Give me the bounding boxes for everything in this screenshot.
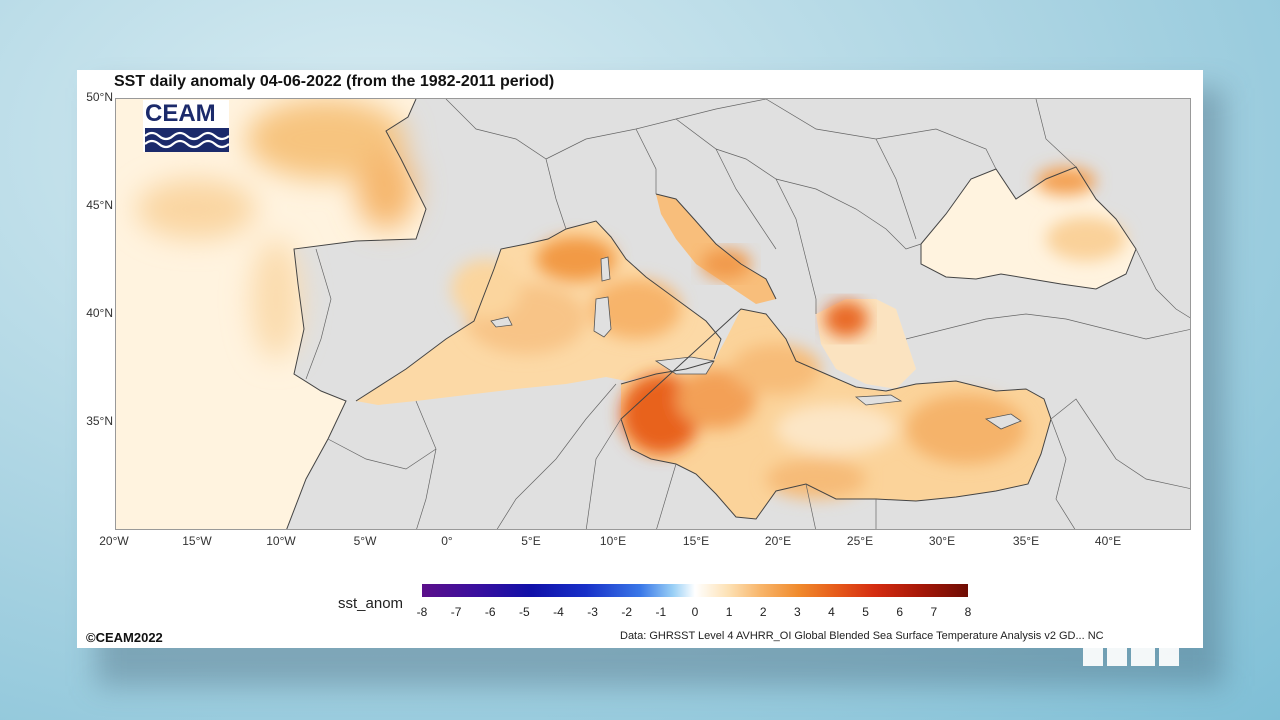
colorbar: [422, 584, 968, 597]
lat-label-50n: 50°N: [86, 90, 113, 104]
map-figure: SST daily anomaly 04-06-2022 (from the 1…: [77, 70, 1203, 648]
lon-label-20w: 20°W: [99, 534, 129, 548]
lon-label-10e: 10°E: [599, 534, 627, 548]
lon-label-15e: 15°E: [682, 534, 710, 548]
map-svg: [116, 99, 1190, 529]
colorbar-tick-label: -8: [416, 605, 428, 619]
colorbar-tick-label: 4: [828, 605, 835, 619]
sst-anomaly-map: [115, 98, 1191, 530]
lon-label-0: 0°: [441, 534, 453, 548]
colorbar-tick-label: -7: [450, 605, 462, 619]
map-title: SST daily anomaly 04-06-2022 (from the 1…: [114, 73, 555, 90]
lon-label-25e: 25°E: [846, 534, 874, 548]
sardinia: [593, 296, 612, 338]
balearics: [490, 316, 513, 328]
wave-icon: [145, 128, 229, 152]
colorbar-tick-label: -3: [587, 605, 598, 619]
lon-label-35e: 35°E: [1012, 534, 1040, 548]
lon-label-30e: 30°E: [928, 534, 956, 548]
lon-label-20e: 20°E: [764, 534, 792, 548]
lat-label-40n: 40°N: [86, 306, 113, 320]
ceam-logo: CEAM: [143, 100, 229, 152]
colorbar-tick-label: -2: [621, 605, 633, 619]
broadcaster-watermark: [1083, 610, 1201, 666]
colorbar-tick-label: -4: [553, 605, 564, 619]
data-source-text: Data: GHRSST Level 4 AVHRR_OI Global Ble…: [620, 630, 1104, 642]
colorbar-tick-label: 3: [794, 605, 801, 619]
lon-label-15w: 15°W: [182, 534, 212, 548]
colorbar-tick-label: 0: [691, 605, 699, 619]
lat-label-35n: 35°N: [86, 414, 113, 428]
colorbar-tick-label: 8: [964, 605, 972, 619]
lon-label-10w: 10°W: [266, 534, 296, 548]
cyprus: [984, 413, 1022, 430]
colorbar-tick-label: 7: [930, 605, 938, 619]
corsica: [600, 256, 611, 282]
colorbar-tick-label: -6: [484, 605, 496, 619]
colorbar-tick-label: 6: [896, 605, 904, 619]
colorbar-tick-label: -1: [655, 605, 667, 619]
colorbar-tick-label: -5: [519, 605, 530, 619]
lon-label-5e: 5°E: [521, 534, 541, 548]
ceam-logo-text: CEAM: [145, 100, 216, 127]
colorbar-tick-label: 2: [759, 605, 767, 619]
lon-label-5w: 5°W: [353, 534, 377, 548]
colorbar-title: sst_anom: [338, 595, 404, 612]
adriatic-sea: [656, 194, 776, 304]
colorbar-tick-label: 1: [725, 605, 733, 619]
lat-label-45n: 45°N: [86, 198, 113, 212]
copyright-text: ©CEAM2022: [86, 630, 163, 645]
colorbar-tick-label: 5: [862, 605, 869, 619]
crete: [854, 394, 903, 406]
lon-label-40e: 40°E: [1094, 534, 1122, 548]
